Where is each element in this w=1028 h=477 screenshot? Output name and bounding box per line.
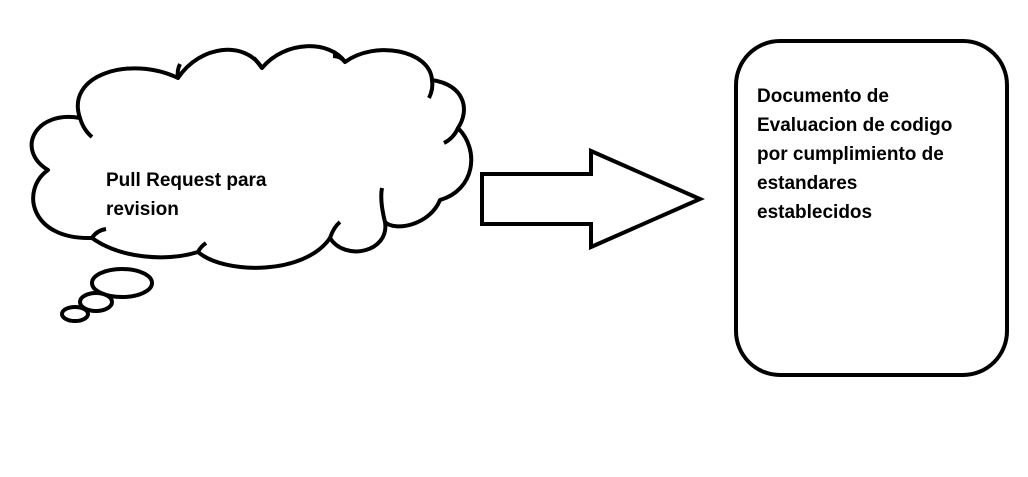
document-label-line: por cumplimiento de [757, 144, 944, 165]
cloud-label: Pull Request para revision [106, 166, 326, 224]
cloud-detail [332, 54, 347, 64]
document-box [734, 39, 1009, 377]
cloud-detail [90, 227, 107, 240]
cloud-label-line: revision [106, 199, 179, 220]
cloud-detail [443, 127, 460, 145]
cloud-label-line: Pull Request para [106, 170, 267, 191]
cloud-detail [196, 241, 208, 253]
thought-bubble-medium [78, 291, 114, 313]
thought-bubble-large [90, 267, 154, 299]
cloud-detail [427, 79, 435, 99]
document-label-line: Evaluacion de codigo [757, 115, 953, 136]
document-label-line: establecidos [757, 202, 873, 223]
document-label-line: estandares [757, 173, 858, 194]
document-label: Documento de Evaluacion de codigo por cu… [757, 82, 992, 227]
thought-bubble-small [60, 305, 90, 323]
cloud-detail [252, 56, 264, 70]
cloud-shape [29, 44, 474, 270]
cloud-detail [78, 117, 94, 139]
cloud-detail [328, 220, 342, 239]
flow-arrow [480, 147, 705, 251]
document-label-line: Documento de [757, 86, 889, 107]
cloud-detail [175, 63, 182, 79]
cloud-detail [379, 187, 387, 223]
thought-cloud [29, 44, 474, 323]
